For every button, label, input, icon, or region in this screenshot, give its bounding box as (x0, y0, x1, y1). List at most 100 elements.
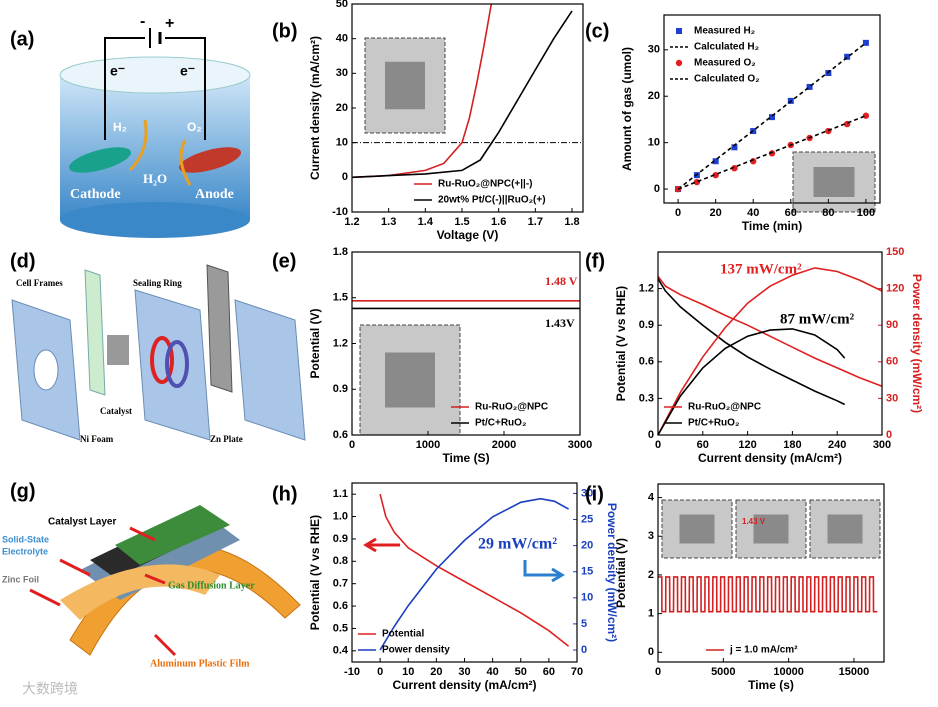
y-tick-label: 0.7 (333, 578, 348, 590)
x-tick-label: 0 (377, 666, 383, 678)
marker (731, 164, 738, 172)
annotation: 29 mW/cm² (478, 536, 557, 553)
y2-tick-label: 0 (581, 644, 587, 656)
anode-electrode (178, 147, 242, 173)
y-tick-label: 3 (648, 530, 654, 542)
y-axis-label: Potential (V vs RHE) (614, 286, 628, 401)
inset-detail (753, 514, 789, 544)
label: - (140, 13, 145, 30)
legend-label: Measured O₂ (694, 58, 756, 69)
panel-label: (e) (272, 250, 296, 272)
cell-frame (234, 299, 306, 441)
y-tick-label: 10 (648, 137, 660, 149)
label: Catalyst Layer (48, 517, 116, 528)
arrow (129, 526, 156, 542)
panel-label: (h) (272, 483, 298, 505)
legend-label: Pt/C+RuO₂ (475, 418, 526, 429)
legend-label: Ru-RuO₂@NPC (475, 402, 548, 413)
arrow (363, 537, 400, 553)
marker (806, 83, 813, 90)
beaker (60, 75, 250, 220)
x-tick-label: 40 (747, 207, 759, 219)
wire (104, 37, 145, 140)
panel-label: (d) (10, 250, 36, 272)
label: Sealing Ring (133, 278, 182, 288)
x-tick-label: 15000 (839, 666, 870, 678)
y-tick-label: 20 (648, 90, 660, 102)
label: Cell Frames (16, 278, 63, 288)
y2-tick-label: 10 (581, 592, 593, 604)
y-tick-label: 0 (654, 183, 660, 195)
x-tick-label: 1.3 (381, 216, 396, 228)
legend-label: j = 1.0 mA/cm² (729, 645, 798, 656)
x-tick-label: 1.8 (564, 216, 579, 228)
x-tick-label: 240 (828, 439, 846, 451)
catalyst-layer (115, 505, 230, 565)
y2-tick-label: 120 (886, 283, 904, 295)
frame-hole (33, 349, 59, 391)
marker (731, 144, 738, 151)
series-line (657, 328, 846, 436)
series-line (657, 267, 883, 436)
x-tick-label: 10000 (773, 666, 804, 678)
marker (862, 112, 870, 119)
y2-tick-label: 30 (581, 487, 593, 499)
inset-detail (385, 61, 425, 110)
x-axis-label: Time (s) (748, 678, 794, 692)
x-tick-label: 5000 (711, 666, 735, 678)
x-tick-label: 60 (697, 439, 709, 451)
x-tick-label: 10 (402, 666, 414, 678)
x-tick-label: 100 (857, 207, 875, 219)
annotation: 1.43 V (742, 517, 766, 526)
inset-detail (813, 167, 855, 197)
y2-tick-label: 25 (581, 513, 593, 525)
y-axis-label: Potential (V) (614, 538, 628, 608)
legend-marker (675, 59, 683, 67)
plot-frame (657, 483, 885, 663)
y2-axis-label: Power density (mW/cm²) (910, 274, 924, 413)
marker (862, 39, 869, 46)
x-tick-label: 1.6 (491, 216, 506, 228)
y-tick-label: 0 (342, 171, 348, 183)
panel-label: (i) (585, 483, 604, 505)
arrow (179, 139, 192, 186)
y-axis-label: Amount of gas (umol) (620, 47, 634, 171)
label: Ni Foam (80, 434, 114, 444)
x-tick-label: 0 (655, 439, 661, 451)
x-axis-label: Time (min) (742, 219, 802, 233)
y-tick-label: 0.9 (333, 533, 348, 545)
x-tick-label: 1.2 (344, 216, 359, 228)
marker (712, 158, 719, 165)
x-axis-label: Voltage (V) (437, 228, 499, 242)
y-tick-label: 50 (336, 0, 348, 10)
legend-label: Pt/C+RuO₂ (688, 418, 739, 429)
legend-label: Calculated O₂ (694, 74, 760, 85)
series-line (351, 10, 573, 179)
label: Electrolyte (2, 546, 48, 556)
beaker-bottom (60, 202, 250, 238)
y-tick-label: 0.3 (639, 392, 654, 404)
series-line (657, 278, 846, 406)
label: O₂ (187, 120, 202, 134)
x-tick-label: 1.5 (454, 216, 469, 228)
label: Anode (195, 187, 234, 202)
label: H₂ (113, 120, 127, 134)
y-tick-label: -10 (332, 206, 348, 218)
plot-frame (351, 3, 584, 213)
x-tick-label: 30 (458, 666, 470, 678)
gas-diffusion-layer (60, 564, 220, 620)
diagram-d: (d) Cell Frames Sealing Ring Catalyst Ni… (10, 250, 306, 444)
label: e⁻ (180, 63, 195, 79)
y-tick-label: 4 (648, 491, 655, 503)
arrow (59, 558, 91, 577)
y-tick-label: 0.6 (639, 356, 654, 368)
plot-frame (351, 482, 578, 663)
label: Aluminum Plastic Film (150, 658, 250, 669)
beaker-top (59, 56, 251, 94)
y2-tick-label: 150 (886, 246, 904, 258)
watermark: 大数跨境 (22, 681, 78, 697)
y-axis-label: Current density (mA/cm²) (308, 36, 322, 180)
x-tick-label: 80 (822, 207, 834, 219)
x-tick-label: 60 (785, 207, 797, 219)
panel-label: (b) (272, 20, 298, 42)
